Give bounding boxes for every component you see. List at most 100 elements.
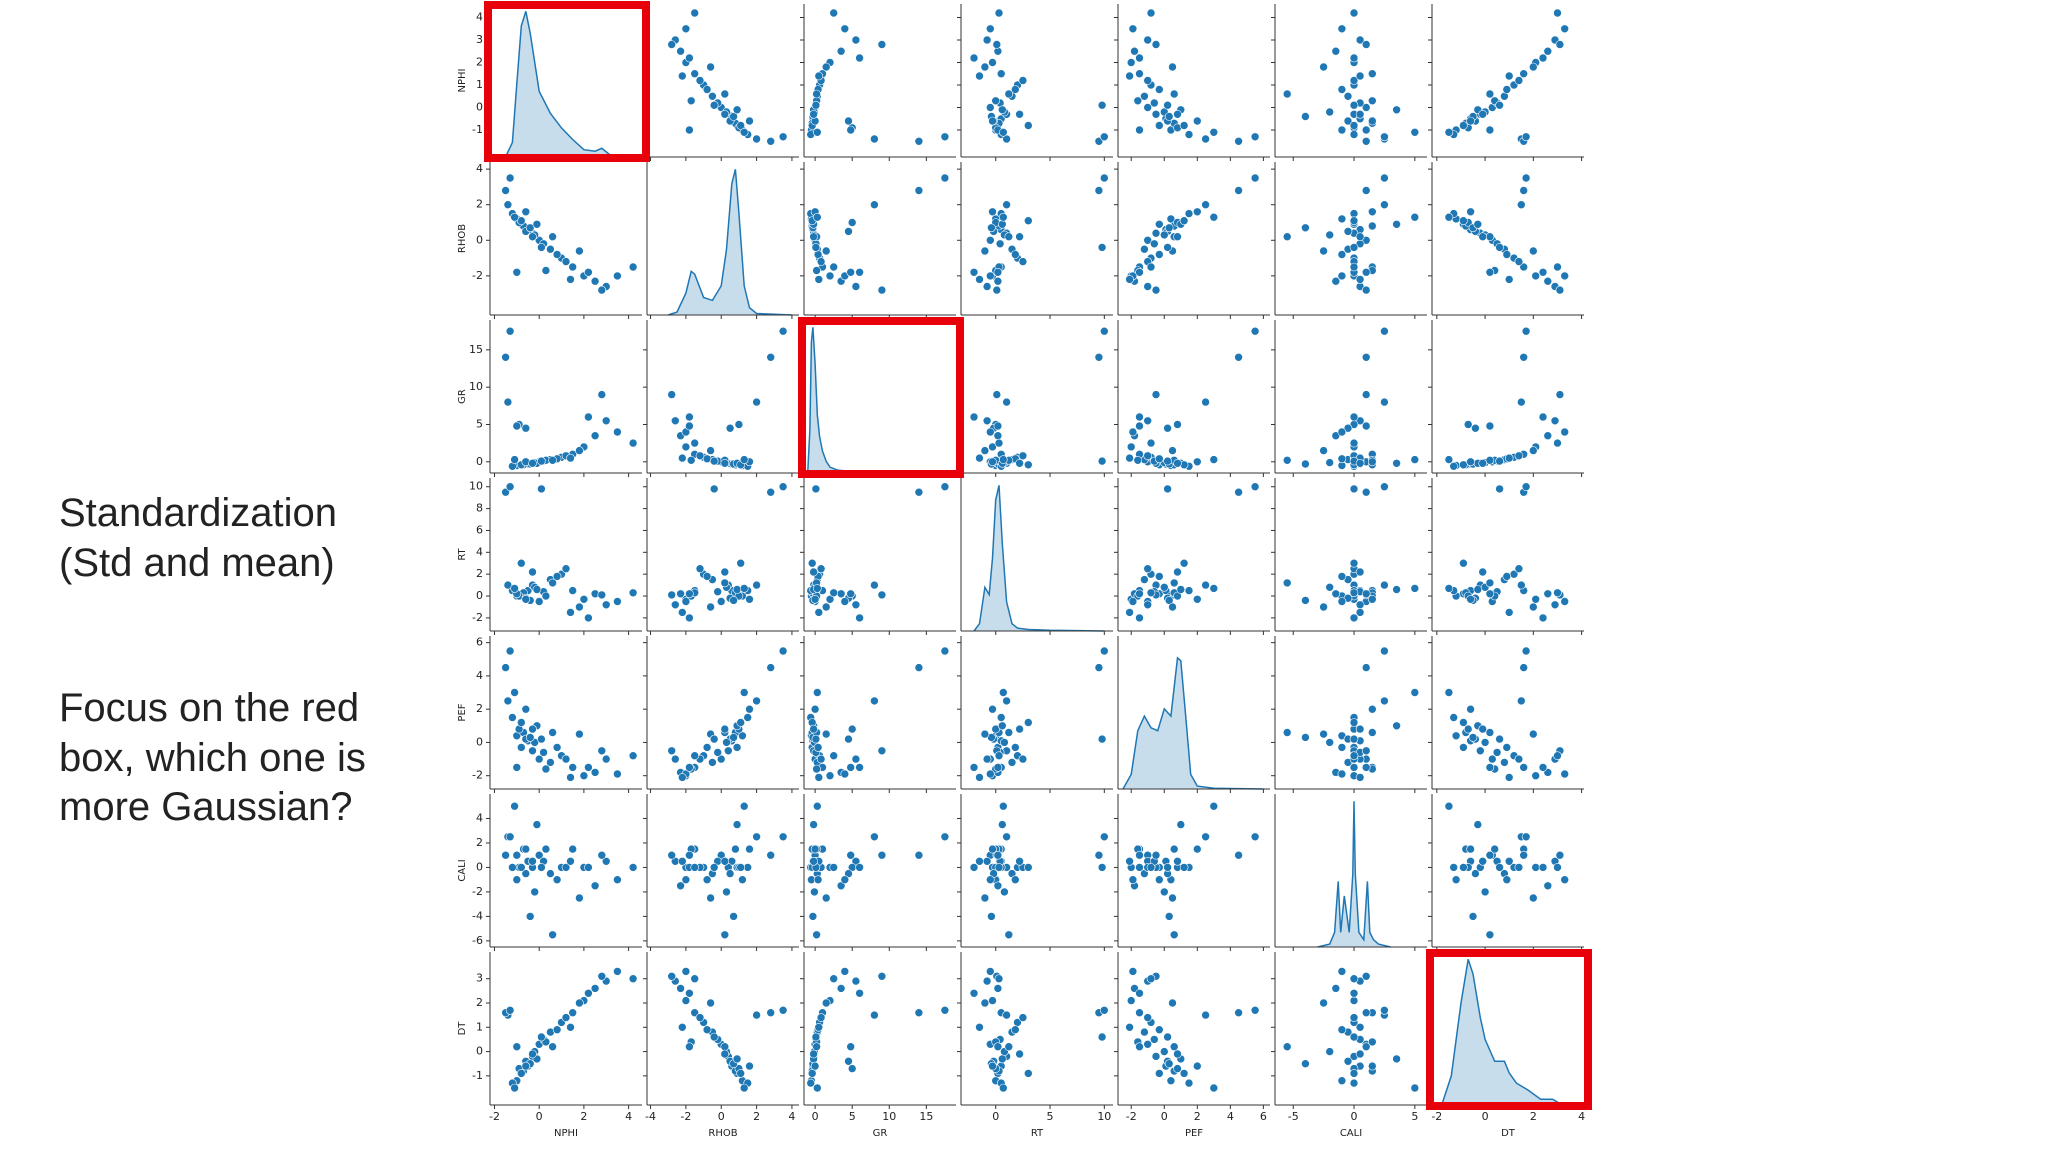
scatter-point [1349, 484, 1359, 494]
scatter-point [1151, 40, 1161, 49]
scatter-point [1143, 35, 1152, 45]
scatter-point [736, 863, 746, 872]
scatter-point [985, 271, 995, 281]
scatter-point [840, 769, 850, 779]
scatter-point [722, 887, 731, 897]
scatter-point [809, 232, 818, 241]
scatter-point [1015, 232, 1024, 241]
scatter-point [628, 863, 638, 872]
panel [1428, 320, 1584, 477]
scatter-point [628, 262, 638, 272]
scatter-point [1355, 724, 1365, 734]
panel [957, 794, 1113, 951]
panel [1428, 636, 1584, 793]
scatter-point [613, 875, 622, 885]
scatter-point [695, 451, 705, 461]
scatter-point [809, 1049, 818, 1059]
scatter-point [677, 71, 687, 81]
scatter-point [510, 212, 519, 222]
scatter-point [1135, 421, 1144, 431]
scatter-point [690, 69, 700, 78]
x-tick-label: 0 [718, 1110, 725, 1123]
scatter-point [729, 112, 738, 121]
panel [646, 162, 799, 319]
y-tick-label: 4 [476, 162, 483, 175]
scatter-point [982, 856, 992, 866]
scatter-point [1514, 564, 1524, 574]
scatter-point [739, 128, 749, 137]
scatter-point [1555, 390, 1565, 399]
scatter-point [1361, 267, 1371, 277]
scatter-point [1502, 875, 1512, 885]
scatter-point [516, 558, 526, 568]
x-tick-label: 0 [992, 1110, 999, 1123]
scatter-point [1553, 751, 1562, 761]
scatter-point [1209, 584, 1219, 593]
x-axis-label: RT [1031, 1128, 1044, 1139]
scatter-point [1135, 412, 1144, 422]
scatter-point [752, 134, 761, 144]
scatter-point [1485, 763, 1495, 772]
scatter-point [1555, 40, 1565, 49]
scatter-point [1349, 996, 1359, 1005]
y-tick-label: 2 [476, 702, 483, 715]
x-tick-label: -2 [1431, 1110, 1442, 1123]
scatter-point [1519, 850, 1528, 860]
scatter-point [510, 801, 519, 811]
scatter-point [1349, 130, 1359, 139]
scatter-point [677, 453, 687, 463]
scatter-point [969, 763, 979, 772]
scatter-point [985, 875, 995, 885]
scatter-point [778, 326, 788, 336]
scatter-point [809, 856, 818, 866]
scatter-point [613, 597, 622, 606]
scatter-point [1133, 455, 1143, 465]
scatter-point [1282, 728, 1292, 737]
scatter-point [1517, 580, 1526, 590]
scatter-point [994, 863, 1004, 872]
x-tick-label: 0 [1161, 1110, 1168, 1123]
scatter-point [685, 850, 694, 860]
scatter-point [601, 856, 611, 866]
scatter-point [1337, 743, 1347, 752]
y-tick-label: -1 [472, 1069, 483, 1082]
scatter-point [1337, 1025, 1347, 1034]
scatter-point [1361, 1008, 1371, 1018]
scatter-point [1480, 887, 1490, 897]
scatter-point [716, 754, 726, 764]
scatter-point [812, 930, 821, 940]
scatter-point [590, 768, 600, 777]
scatter-point [975, 773, 984, 782]
scatter-point [1361, 40, 1371, 49]
kde-area [1441, 959, 1563, 1105]
scatter-point [1301, 733, 1310, 742]
scatter-point [1449, 461, 1458, 471]
scatter-point [1514, 754, 1524, 764]
scatter-point [1100, 132, 1109, 142]
scatter-point [1478, 458, 1487, 468]
scatter-point [601, 600, 611, 610]
scatter-point [1097, 863, 1107, 872]
scatter-point [676, 984, 685, 993]
scatter-point [1015, 1049, 1024, 1059]
scatter-point [766, 663, 776, 672]
scatter-point [814, 608, 824, 617]
scatter-point [720, 1049, 730, 1059]
scatter-point [1179, 863, 1189, 872]
scatter-point [987, 912, 996, 921]
scatter-point [1361, 103, 1371, 112]
panel [957, 320, 1113, 477]
scatter-point [821, 893, 831, 903]
scatter-point [686, 96, 696, 106]
scatter-point [1349, 1013, 1359, 1022]
scatter-point [1485, 89, 1495, 99]
scatter-point [1392, 721, 1401, 731]
scatter-point [1355, 275, 1365, 284]
scatter-point [829, 751, 839, 761]
scatter-point [1355, 71, 1365, 81]
panel [1114, 952, 1270, 1109]
scatter-point [505, 173, 515, 183]
scatter-point [1282, 455, 1292, 465]
scatter-point [1380, 132, 1389, 142]
